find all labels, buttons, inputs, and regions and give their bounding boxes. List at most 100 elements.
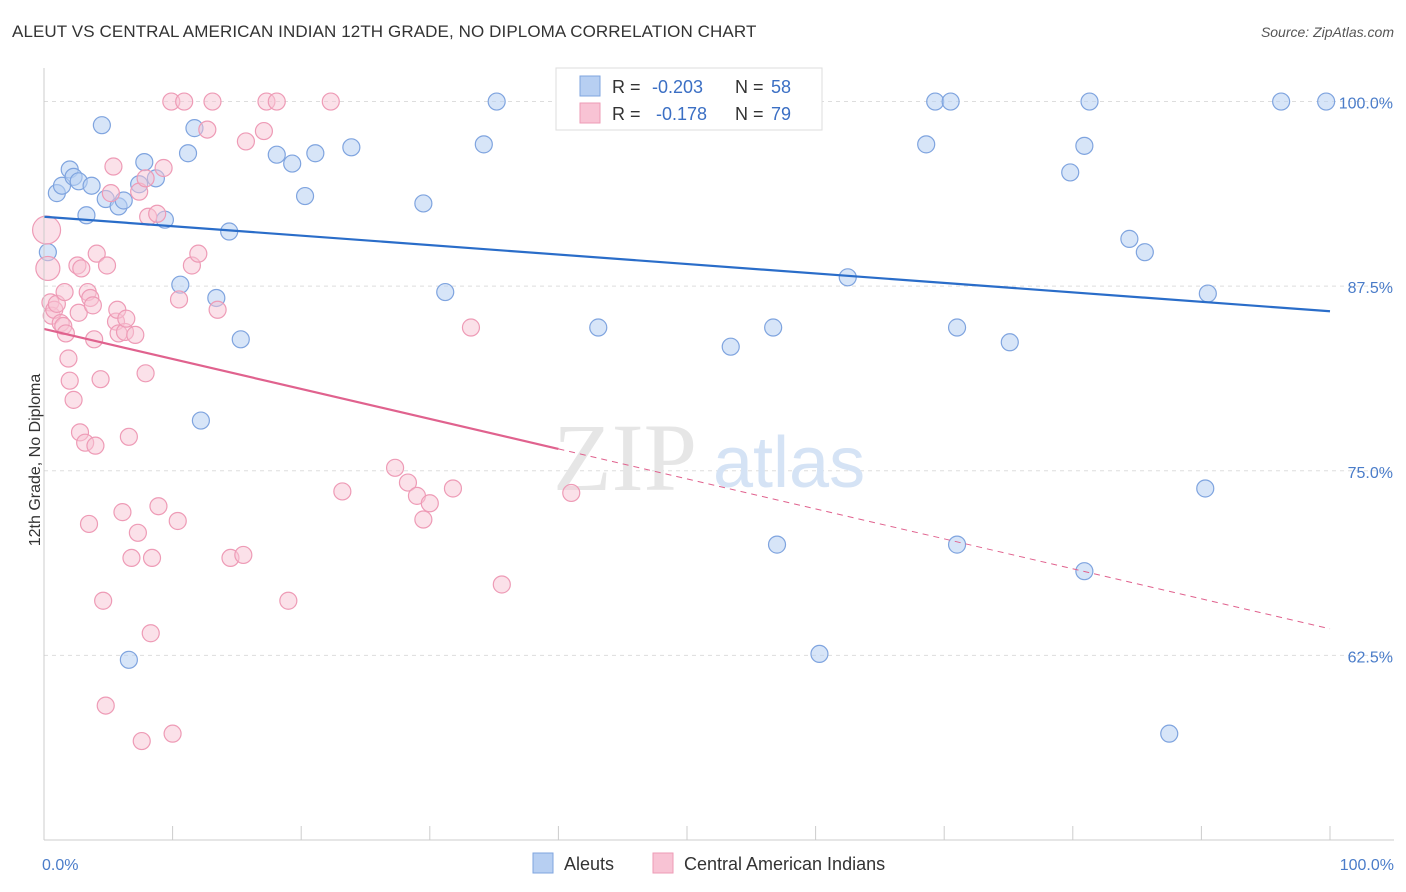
aleuts-point — [1198, 284, 1217, 303]
cai-point — [87, 244, 106, 263]
aleuts-point — [917, 135, 936, 154]
cai-point — [136, 169, 155, 188]
cai-point — [113, 503, 132, 522]
aleuts-point — [135, 152, 154, 172]
x-tick-label: 100.0% — [1340, 857, 1394, 874]
cai-point — [117, 309, 136, 328]
cai-point — [86, 436, 105, 455]
legend-r-label-cai: R = — [612, 104, 641, 124]
cai-point — [420, 494, 439, 513]
cai-point — [94, 591, 113, 610]
cai-point — [461, 318, 481, 337]
cai-point — [31, 215, 62, 245]
top-legend: R = -0.203 N = 58 R = -0.178 N = 79 — [555, 67, 823, 131]
cai-point — [169, 290, 189, 309]
cai-trend-line-dashed — [558, 448, 1331, 630]
cai-point — [414, 510, 433, 529]
aleuts-point — [764, 318, 783, 337]
cai-point — [198, 120, 217, 139]
aleuts-point — [1160, 724, 1179, 743]
cai-point — [136, 364, 155, 383]
cai-points — [31, 92, 581, 751]
aleuts-point — [926, 92, 945, 111]
cai-point — [72, 259, 91, 278]
cai-point — [97, 256, 117, 275]
chart-source: Source: ZipAtlas.com — [1260, 24, 1394, 40]
aleuts-point — [589, 318, 608, 337]
bottom-legend-swatch-aleuts — [532, 852, 554, 874]
y-tick-label: 100.0% — [1339, 96, 1393, 113]
cai-point — [64, 390, 83, 409]
aleuts-point — [1061, 163, 1080, 182]
cai-point — [333, 482, 352, 501]
aleuts-point — [92, 116, 111, 135]
aleuts-point — [283, 154, 302, 173]
aleuts-point — [1120, 229, 1139, 248]
aleuts-point — [342, 138, 361, 157]
legend-r-value-cai: -0.178 — [656, 104, 707, 124]
cai-point — [154, 158, 173, 178]
cai-point — [59, 349, 78, 368]
bottom-legend: Aleuts Central American Indians — [532, 852, 885, 874]
aleuts-point — [414, 194, 433, 213]
aleuts-point — [1196, 479, 1215, 498]
grid-layer — [44, 101, 1394, 656]
cai-point — [443, 479, 463, 498]
aleuts-point — [267, 145, 286, 164]
aleuts-point — [1080, 92, 1099, 111]
bottom-legend-swatch-cai — [652, 852, 674, 874]
cai-point — [279, 591, 298, 610]
cai-point — [148, 204, 167, 223]
watermark-atlas: atlas — [713, 423, 865, 503]
legend-r-label-aleuts: R = — [612, 77, 641, 97]
aleuts-point — [1135, 243, 1154, 262]
legend-n-value-aleuts: 58 — [771, 77, 791, 97]
watermark: ZIP atlas — [553, 404, 865, 511]
aleuts-points — [38, 92, 1336, 743]
aleuts-point — [119, 650, 138, 669]
cai-point — [132, 731, 151, 751]
cai-point — [128, 523, 147, 542]
aleuts-point — [295, 186, 315, 206]
aleuts-point — [231, 330, 250, 349]
aleuts-point — [474, 135, 493, 154]
cai-point — [60, 371, 79, 390]
cai-point — [79, 514, 99, 534]
trend-layer — [43, 215, 1331, 630]
aleuts-point — [306, 144, 325, 163]
cai-point — [149, 497, 168, 516]
cai-point — [267, 92, 286, 111]
aleuts-point — [947, 535, 967, 554]
cai-point — [96, 696, 115, 715]
cai-point — [142, 548, 162, 568]
aleuts-point — [1075, 136, 1094, 155]
cai-point — [69, 303, 88, 322]
cai-point — [55, 282, 74, 302]
cai-point — [35, 255, 61, 282]
aleuts-point — [941, 92, 960, 111]
aleuts-point — [721, 337, 740, 356]
aleuts-point — [947, 318, 967, 337]
cai-point — [168, 511, 187, 531]
aleuts-point — [82, 176, 101, 195]
cai-point — [321, 92, 340, 111]
bottom-legend-label-cai: Central American Indians — [684, 854, 885, 874]
cai-point — [122, 548, 141, 568]
y-axis-label: 12th Grade, No Diploma — [27, 374, 44, 547]
cai-point — [236, 132, 256, 151]
legend-n-label-cai: N = — [735, 104, 764, 124]
cai-point — [562, 483, 581, 503]
aleuts-point — [1317, 92, 1336, 111]
cai-point — [175, 92, 194, 111]
legend-n-label-aleuts: N = — [735, 77, 764, 97]
aleuts-point — [191, 411, 210, 430]
bottom-legend-label-aleuts: Aleuts — [564, 854, 614, 874]
cai-point — [385, 458, 405, 477]
legend-swatch-cai — [579, 102, 601, 124]
cai-point — [208, 300, 227, 319]
aleuts-point — [810, 644, 829, 664]
cai-trend-line-solid — [43, 327, 559, 450]
y-tick-label: 75.0% — [1348, 465, 1393, 482]
aleuts-point — [767, 535, 787, 554]
